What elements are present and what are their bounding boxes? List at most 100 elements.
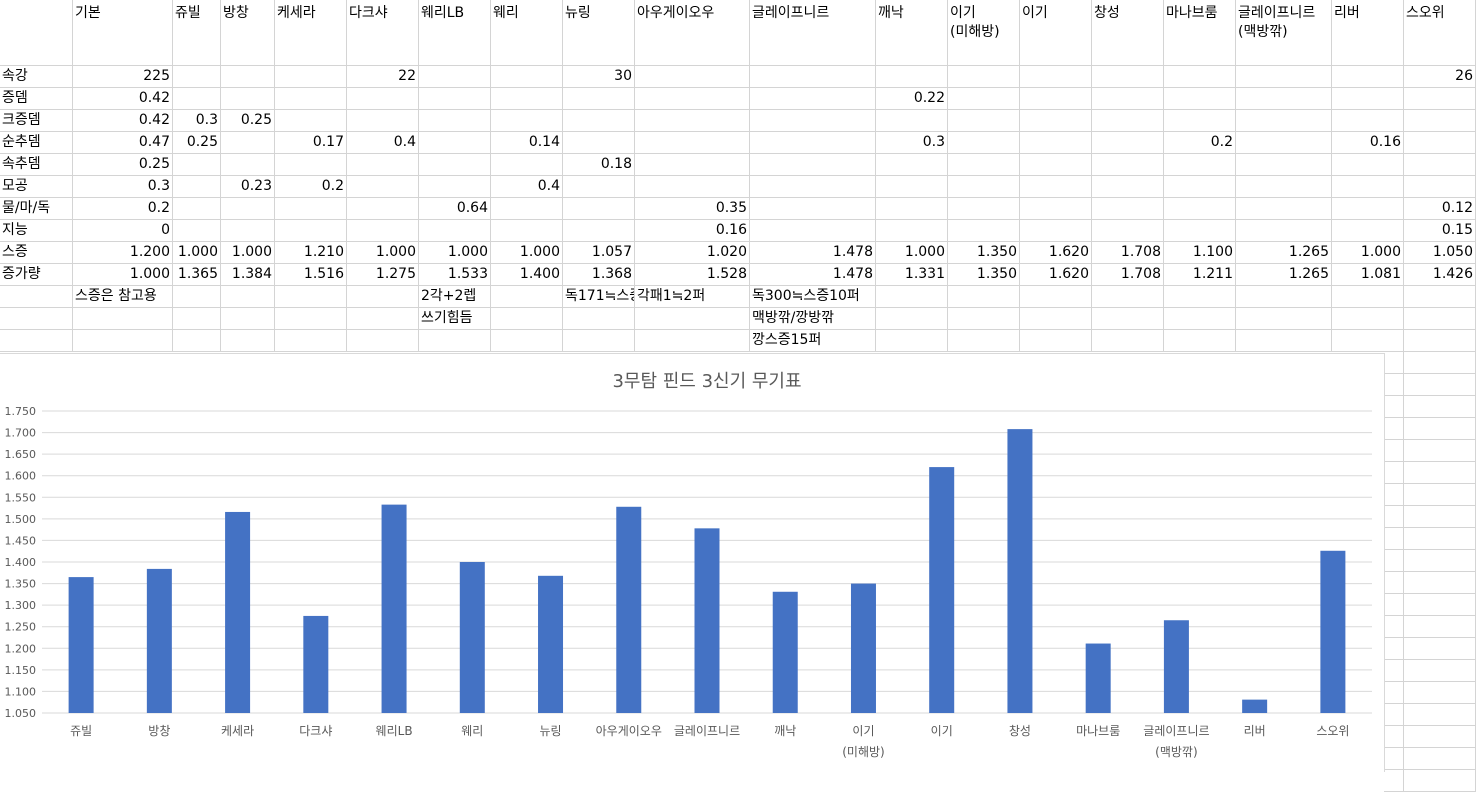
- data-cell[interactable]: [1404, 286, 1476, 308]
- data-cell[interactable]: [1020, 198, 1092, 220]
- data-cell[interactable]: 1.000: [73, 264, 173, 286]
- empty-cell[interactable]: [1384, 506, 1404, 528]
- data-cell[interactable]: [948, 154, 1020, 176]
- data-cell[interactable]: 0.12: [1404, 198, 1476, 220]
- data-cell[interactable]: 0.25: [73, 154, 173, 176]
- data-cell[interactable]: 1.384: [221, 264, 275, 286]
- data-cell[interactable]: [948, 308, 1020, 330]
- empty-cell[interactable]: [1404, 594, 1476, 616]
- data-cell[interactable]: [750, 66, 876, 88]
- data-cell[interactable]: [876, 286, 948, 308]
- data-cell[interactable]: 0.14: [491, 132, 563, 154]
- empty-cell[interactable]: [1404, 682, 1476, 704]
- bar-chart[interactable]: 3무탐 핀드 3신기 무기표 1.050 1.100 1.150 1.200 1.250 1…: [0, 353, 1385, 772]
- row-label-cell[interactable]: 증뎀: [0, 88, 73, 110]
- data-cell[interactable]: [1020, 66, 1092, 88]
- data-cell[interactable]: [1092, 66, 1164, 88]
- data-cell[interactable]: 1.368: [563, 264, 635, 286]
- empty-cell[interactable]: [1384, 484, 1404, 506]
- data-cell[interactable]: [750, 220, 876, 242]
- data-cell[interactable]: [948, 176, 1020, 198]
- data-cell[interactable]: [419, 88, 491, 110]
- data-cell[interactable]: 0.15: [1404, 220, 1476, 242]
- data-cell[interactable]: [1164, 154, 1236, 176]
- header-cell[interactable]: 케세라: [275, 0, 347, 66]
- data-cell[interactable]: 1.528: [635, 264, 750, 286]
- data-cell[interactable]: [73, 330, 173, 352]
- data-cell[interactable]: 0.25: [173, 132, 221, 154]
- data-cell[interactable]: [275, 66, 347, 88]
- empty-cell[interactable]: [1384, 572, 1404, 594]
- data-cell[interactable]: [1332, 66, 1404, 88]
- empty-cell[interactable]: [1384, 770, 1404, 792]
- data-cell[interactable]: [1164, 66, 1236, 88]
- data-cell[interactable]: [563, 88, 635, 110]
- data-cell[interactable]: 1.350: [948, 264, 1020, 286]
- data-cell[interactable]: 쓰기힘듬: [419, 308, 491, 330]
- header-cell[interactable]: 기본: [73, 0, 173, 66]
- data-cell[interactable]: [173, 176, 221, 198]
- header-cell[interactable]: 스오위: [1404, 0, 1476, 66]
- empty-cell[interactable]: [1384, 726, 1404, 748]
- data-cell[interactable]: [1092, 286, 1164, 308]
- data-cell[interactable]: [1332, 154, 1404, 176]
- empty-cell[interactable]: [1404, 352, 1476, 374]
- data-cell[interactable]: [491, 88, 563, 110]
- empty-cell[interactable]: [1384, 682, 1404, 704]
- data-cell[interactable]: [275, 220, 347, 242]
- data-cell[interactable]: [347, 220, 419, 242]
- data-cell[interactable]: [750, 154, 876, 176]
- empty-cell[interactable]: [1404, 396, 1476, 418]
- data-cell[interactable]: [275, 286, 347, 308]
- data-cell[interactable]: [563, 110, 635, 132]
- data-cell[interactable]: [347, 154, 419, 176]
- data-cell[interactable]: 각패1≒2퍼: [635, 286, 750, 308]
- data-cell[interactable]: [948, 198, 1020, 220]
- data-cell[interactable]: [1332, 110, 1404, 132]
- data-cell[interactable]: [491, 330, 563, 352]
- data-cell[interactable]: 0.47: [73, 132, 173, 154]
- data-cell[interactable]: [347, 308, 419, 330]
- data-cell[interactable]: 0.22: [876, 88, 948, 110]
- data-cell[interactable]: [221, 66, 275, 88]
- row-label-cell[interactable]: 물/마/독: [0, 198, 73, 220]
- data-cell[interactable]: [1236, 330, 1332, 352]
- data-cell[interactable]: [173, 154, 221, 176]
- data-cell[interactable]: [491, 308, 563, 330]
- data-cell[interactable]: 1.000: [419, 242, 491, 264]
- data-cell[interactable]: [1020, 286, 1092, 308]
- data-cell[interactable]: [876, 220, 948, 242]
- data-cell[interactable]: 스증은 참고용: [73, 286, 173, 308]
- empty-cell[interactable]: [1404, 506, 1476, 528]
- data-cell[interactable]: [419, 66, 491, 88]
- data-cell[interactable]: [419, 176, 491, 198]
- data-cell[interactable]: 1.708: [1092, 242, 1164, 264]
- data-cell[interactable]: [1020, 330, 1092, 352]
- data-cell[interactable]: 0.16: [1332, 132, 1404, 154]
- data-cell[interactable]: [221, 308, 275, 330]
- data-cell[interactable]: [635, 308, 750, 330]
- data-cell[interactable]: [1164, 198, 1236, 220]
- data-cell[interactable]: [1332, 330, 1404, 352]
- data-cell[interactable]: 1.620: [1020, 242, 1092, 264]
- data-cell[interactable]: [221, 198, 275, 220]
- data-cell[interactable]: 독171≒스증: [563, 286, 635, 308]
- data-cell[interactable]: [948, 110, 1020, 132]
- data-cell[interactable]: [635, 132, 750, 154]
- data-cell[interactable]: [750, 88, 876, 110]
- data-cell[interactable]: 1.400: [491, 264, 563, 286]
- data-cell[interactable]: [948, 132, 1020, 154]
- empty-cell[interactable]: [1384, 638, 1404, 660]
- data-cell[interactable]: 1.426: [1404, 264, 1476, 286]
- data-cell[interactable]: [221, 220, 275, 242]
- data-cell[interactable]: [221, 132, 275, 154]
- data-cell[interactable]: [221, 286, 275, 308]
- data-cell[interactable]: [948, 66, 1020, 88]
- data-cell[interactable]: [491, 66, 563, 88]
- data-cell[interactable]: [173, 198, 221, 220]
- data-cell[interactable]: [491, 154, 563, 176]
- data-cell[interactable]: [173, 220, 221, 242]
- data-cell[interactable]: [1404, 176, 1476, 198]
- data-cell[interactable]: 독300≒스증10퍼: [750, 286, 876, 308]
- data-cell[interactable]: [1164, 308, 1236, 330]
